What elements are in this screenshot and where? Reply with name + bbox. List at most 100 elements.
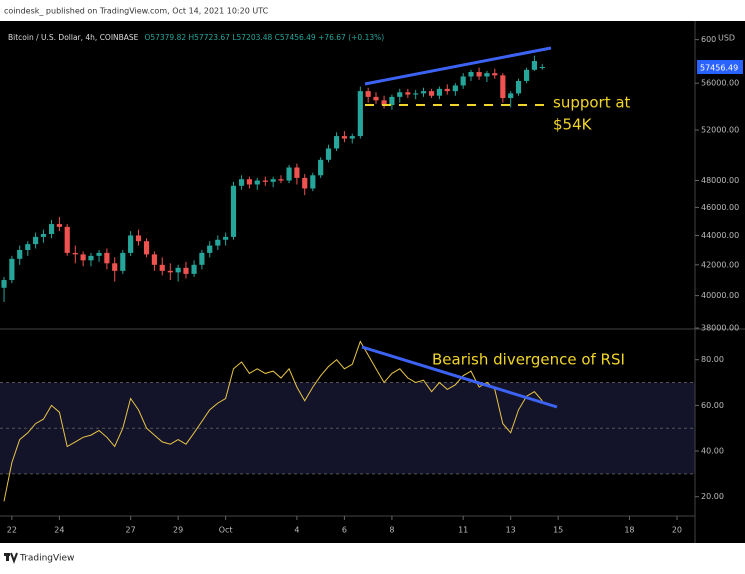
y-tick-label: 60.00 — [701, 401, 724, 410]
candle-body — [413, 93, 419, 95]
candle-body — [230, 185, 237, 237]
y-tick-label: 40.00 — [701, 447, 724, 456]
candle-body — [468, 72, 474, 77]
y-tick-label: 44000.00 — [701, 231, 739, 240]
y-tick-label: 46000.00 — [701, 203, 739, 212]
plot: 38000.00 40000.00 42000.00 44000.00 46000.00… — [0, 32, 744, 535]
x-tick-label: 15 — [553, 526, 563, 535]
candle-body — [444, 88, 450, 92]
candle-body — [151, 254, 157, 265]
candle-body — [286, 167, 292, 181]
last-price-label: 57456.49 — [700, 63, 738, 72]
candle-body — [397, 92, 403, 97]
y-tick-label: 38000.00 — [701, 324, 739, 333]
ohlc-values: O57379.82 H57723.67 L57203.48 C57456.49 … — [144, 33, 384, 42]
candle-body — [310, 175, 316, 189]
candle-body — [460, 76, 466, 86]
candle-body — [476, 72, 482, 77]
candle-body — [484, 73, 490, 77]
candle-body — [135, 235, 142, 242]
candle-body — [64, 226, 70, 253]
candle-body — [270, 179, 276, 182]
candle-body — [539, 66, 545, 68]
y-tick-label: 42000.00 — [701, 260, 739, 269]
candle-body — [191, 264, 197, 274]
candle-body — [318, 159, 324, 176]
candle-body — [238, 179, 245, 186]
x-tick-label: 4 — [294, 526, 299, 535]
candle-body — [420, 91, 427, 94]
candle-body — [128, 235, 134, 253]
candle-body — [223, 236, 229, 240]
candle-body — [254, 180, 260, 185]
x-tick-label: 13 — [506, 526, 516, 535]
x-tick-label: 18 — [624, 526, 634, 535]
candle-body — [183, 267, 189, 274]
candle-body — [80, 254, 86, 261]
annotation: Bearish divergence of RSI — [432, 351, 625, 369]
y-tick-label: 48000.00 — [701, 176, 739, 185]
candle-body — [9, 258, 15, 281]
candle-body — [56, 224, 62, 227]
currency-box — [716, 32, 744, 44]
publisher-header: coindesk_ published on TradingView.com, … — [4, 7, 269, 16]
last-price-box — [697, 59, 743, 74]
candle-body — [207, 245, 213, 253]
candle-body — [436, 88, 443, 96]
candle-body — [40, 234, 47, 237]
candle-body — [48, 224, 55, 235]
x-tick-label: 27 — [126, 526, 136, 535]
candle-body — [120, 252, 126, 271]
candle-body — [349, 136, 355, 139]
x-tick-label: 6 — [342, 526, 347, 535]
x-tick-label: 20 — [672, 526, 682, 535]
tradingview-logo — [4, 552, 18, 564]
candle-body — [72, 252, 78, 255]
y-tick-label: 20.00 — [701, 492, 724, 501]
x-tick-label: 8 — [389, 526, 394, 535]
candle-body — [531, 61, 538, 70]
trend-line — [361, 345, 558, 409]
y-tick-label: 40000.00 — [701, 291, 739, 300]
candle-body — [33, 236, 39, 245]
candle-body — [302, 177, 308, 189]
chart-title: Bitcoin / U.S. Dollar, 4h, COINBASE O5737… — [8, 33, 384, 42]
candle-body — [341, 136, 347, 139]
x-tick-label: 22 — [7, 526, 17, 535]
footer-brand: TradingView — [19, 554, 74, 564]
rsi-line — [3, 340, 543, 502]
candle-body — [405, 92, 411, 95]
candle-body — [452, 85, 458, 92]
candle-body — [159, 264, 165, 271]
candle-body — [199, 252, 205, 265]
candle-body — [1, 280, 7, 288]
candle-body — [492, 73, 498, 76]
candle-body — [373, 96, 379, 101]
x-tick-label: 11 — [458, 526, 468, 535]
candle-body — [96, 252, 102, 256]
candle-body — [365, 91, 371, 97]
candle-body — [357, 91, 363, 137]
candle-body — [278, 179, 284, 181]
candle-body — [500, 75, 506, 99]
candle-body — [143, 241, 150, 255]
annotation: $54K — [553, 116, 593, 134]
candle-body — [508, 93, 514, 99]
candle-body — [17, 249, 23, 259]
candle-body — [325, 148, 332, 160]
candle-body — [262, 180, 268, 182]
annotation: support at — [553, 94, 631, 112]
candle-body — [333, 136, 340, 149]
candle-body — [167, 270, 173, 273]
candle-body — [389, 96, 395, 105]
candle-body — [428, 91, 435, 96]
x-tick-label: Oct — [219, 526, 233, 535]
x-tick-label: 24 — [54, 526, 64, 535]
candle-body — [524, 69, 530, 81]
candle-body — [515, 80, 522, 94]
y-tick-label: 52000.00 — [701, 125, 739, 134]
candle-body — [381, 100, 387, 105]
candle-body — [246, 179, 252, 185]
